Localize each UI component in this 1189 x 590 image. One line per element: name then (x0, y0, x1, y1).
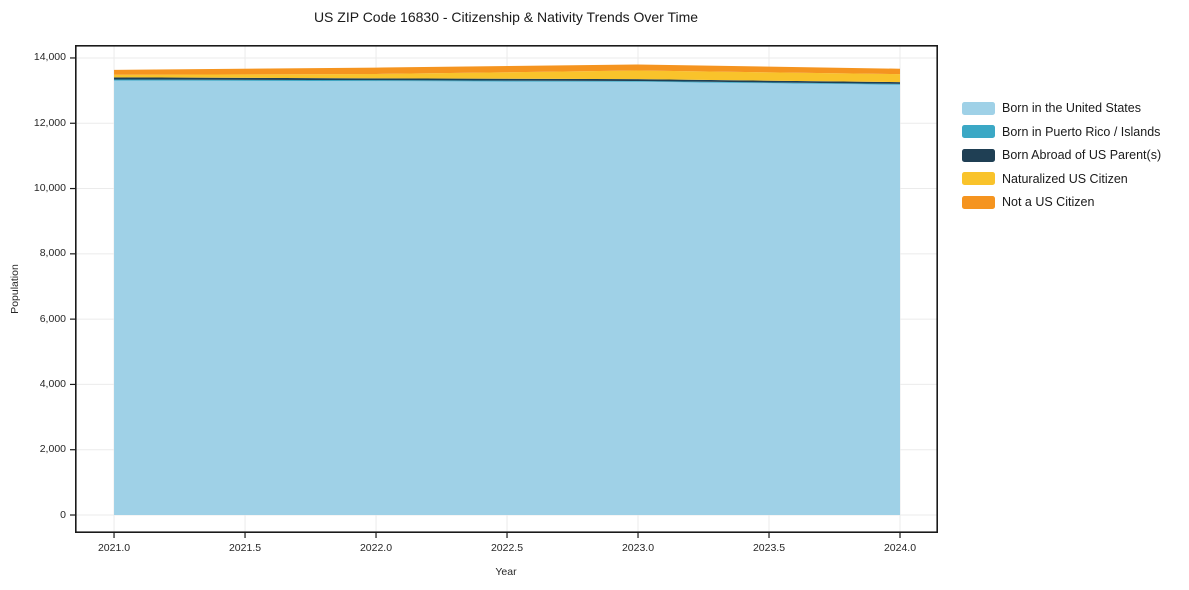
y-tick-label: 10,000 (33, 182, 66, 195)
x-tick-label: 2022.5 (490, 542, 524, 554)
area-series-naturalized-us-citizen (114, 70, 901, 83)
legend-swatch (962, 195, 995, 209)
legend-label: Born Abroad of US Parent(s) (1002, 148, 1162, 163)
legend-swatch (962, 172, 995, 186)
x-tick-label: 2023.0 (621, 542, 655, 554)
legend-item-born-abroad-of-us-parent-s-: Born Abroad of US Parent(s) (962, 148, 1161, 163)
legend-label: Born in Puerto Rico / Islands (1002, 124, 1161, 139)
legend-item-born-in-puerto-rico-islands: Born in Puerto Rico / Islands (962, 125, 1161, 140)
area-series-born-in-the-united-states (114, 80, 901, 516)
x-axis-label: Year (495, 566, 517, 578)
x-tick-label: 2021.0 (97, 542, 131, 554)
legend-label: Naturalized US Citizen (1002, 171, 1128, 186)
x-tick-label: 2022.0 (359, 542, 393, 554)
legend-item-not-a-us-citizen: Not a US Citizen (962, 195, 1161, 210)
legend-swatch (962, 148, 995, 162)
legend-label: Not a US Citizen (1002, 195, 1095, 210)
area-series-born-abroad-of-us-parent-s- (114, 77, 901, 84)
chart-title: US ZIP Code 16830 - Citizenship & Nativi… (313, 9, 699, 25)
y-tick-label: 6,000 (39, 312, 66, 325)
y-tick-label: 4,000 (39, 377, 66, 390)
legend-item-born-in-the-united-states: Born in the United States (962, 101, 1161, 116)
area-series-born-in-puerto-rico-islands (114, 79, 901, 85)
x-tick-label: 2023.5 (752, 542, 786, 554)
y-tick-label: 2,000 (39, 443, 66, 456)
area-series-not-a-us-citizen (114, 64, 901, 75)
y-tick-label: 0 (60, 508, 66, 521)
x-tick-label: 2021.5 (228, 542, 262, 554)
x-tick-label: 2024.0 (883, 542, 917, 554)
y-tick-label: 14,000 (33, 51, 66, 64)
plot-border (75, 45, 939, 533)
legend: Born in the United States Born in Puerto … (962, 101, 1161, 210)
plot-area (70, 45, 939, 538)
legend-swatch (962, 125, 995, 139)
y-axis-label: Population (9, 264, 21, 314)
legend-swatch (962, 101, 995, 115)
y-tick-label: 8,000 (39, 247, 66, 260)
legend-item-naturalized-us-citizen: Naturalized US Citizen (962, 172, 1161, 187)
y-tick-label: 12,000 (33, 116, 66, 129)
legend-label: Born in the United States (1002, 101, 1141, 116)
